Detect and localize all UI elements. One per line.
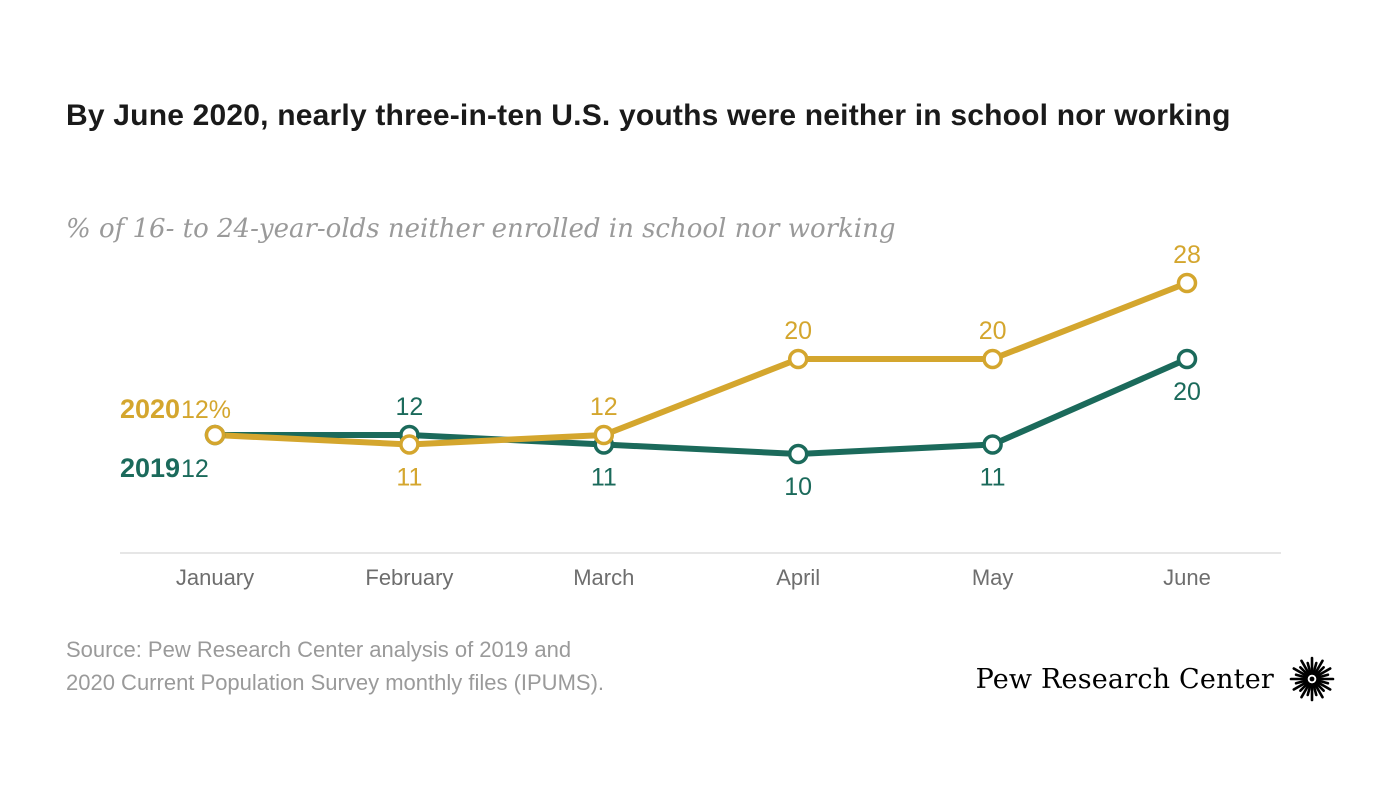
brand: Pew Research Center: [976, 655, 1336, 703]
data-label: 12: [181, 455, 209, 483]
pew-sunburst-icon: [1289, 656, 1335, 702]
series-label-2020: 2020: [120, 394, 180, 424]
data-label: 28: [1173, 241, 1201, 269]
data-point-2019: [787, 443, 809, 465]
data-point-2020: [204, 424, 226, 446]
series-line-2020: [212, 280, 1190, 448]
data-label: 12%: [181, 396, 231, 424]
data-label: 11: [591, 464, 617, 492]
chart-title: By June 2020, nearly three-in-ten U.S. y…: [66, 99, 1231, 132]
sunburst-ray: [1300, 659, 1311, 676]
data-label: 11: [980, 464, 1006, 492]
sunburst-ray: [1300, 682, 1311, 699]
sunburst-ray: [1306, 683, 1312, 697]
sunburst-ray: [1306, 661, 1312, 675]
sunburst-ray: [1314, 666, 1325, 677]
x-tick-label: April: [776, 565, 820, 590]
sunburst-ray: [1313, 659, 1324, 676]
data-point-2020: [787, 348, 809, 370]
series-line-2019: [212, 356, 1190, 457]
data-label: 20: [979, 317, 1007, 345]
sunburst-ray: [1292, 680, 1309, 691]
x-tick-label: January: [176, 565, 254, 590]
source-line-2: 2020 Current Population Survey monthly f…: [66, 670, 605, 695]
data-label: 20: [784, 317, 812, 345]
data-label: 11: [396, 464, 422, 492]
sunburst-ray: [1312, 683, 1318, 697]
sunburst-ray: [1314, 681, 1325, 692]
data-point-2020: [399, 434, 420, 455]
x-tick-label: February: [365, 565, 453, 590]
sunburst-ray: [1299, 666, 1310, 677]
sunburst-ray: [1315, 680, 1332, 691]
sunburst-ray: [1316, 673, 1330, 679]
x-tick-label: March: [573, 565, 634, 590]
chart-subtitle: % of 16- to 24-year-olds neither enrolle…: [66, 214, 896, 244]
data-point-2019: [1176, 348, 1198, 370]
sunburst-ray: [1316, 679, 1330, 685]
source-line-1: Source: Pew Research Center analysis of …: [66, 637, 572, 662]
data-point-2020: [982, 348, 1003, 370]
sunburst-ray: [1315, 667, 1332, 678]
sunburst-ray: [1294, 679, 1308, 685]
x-tick-label: June: [1163, 565, 1211, 590]
data-point-2020: [593, 424, 615, 446]
series-label-2019: 2019: [120, 453, 180, 483]
data-point-2020: [1176, 272, 1198, 294]
sunburst-ray: [1294, 673, 1308, 679]
sunburst-ray: [1292, 667, 1309, 678]
data-point-2019: [982, 434, 1003, 455]
sunburst-ray: [1299, 681, 1310, 692]
data-label: 12: [395, 393, 423, 421]
sunburst-center: [1309, 676, 1315, 682]
data-label: 12: [590, 393, 618, 421]
data-label: 10: [784, 473, 812, 501]
source-note: Source: Pew Research Center analysis of …: [66, 633, 604, 699]
data-label: 20: [1173, 378, 1201, 406]
brand-name: Pew Research Center: [975, 663, 1274, 695]
x-tick-label: May: [972, 565, 1014, 590]
sunburst-ray: [1312, 661, 1318, 675]
sunburst-ray: [1313, 682, 1324, 699]
